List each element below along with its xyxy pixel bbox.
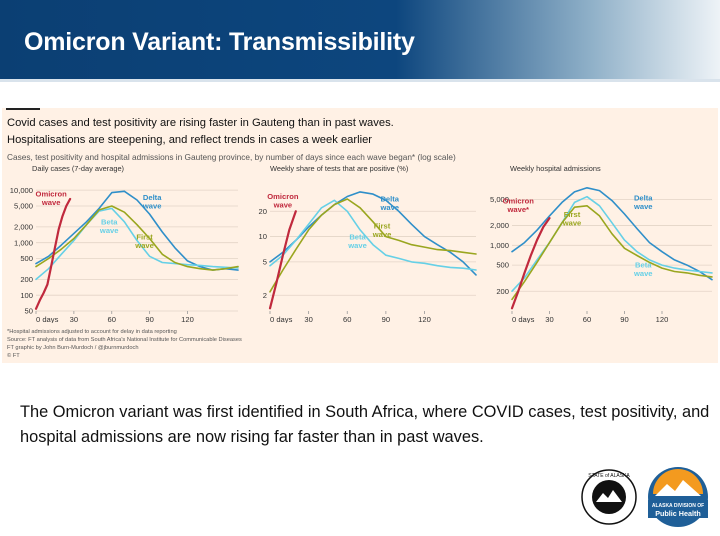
y-tick-label: 2,000	[14, 222, 33, 231]
series-line-omicron-wave	[34, 197, 72, 310]
y-tick-label: 10	[259, 232, 267, 241]
series-label: First wave	[372, 221, 392, 239]
x-tick-label: 90	[382, 315, 390, 323]
x-tick-label: 30	[545, 315, 553, 323]
series-line-first-wave	[35, 205, 239, 271]
x-tick-label: 90	[145, 315, 153, 323]
figure-credit: FT graphic by John Burn-Murdoch / @jburn…	[7, 345, 139, 351]
y-tick-label: 200	[496, 287, 509, 296]
figure-source: Source: FT analysis of data from South A…	[7, 337, 242, 343]
series-line-first-wave	[511, 205, 713, 301]
series-label: First wave	[134, 232, 154, 250]
series-label: Beta wave	[633, 260, 653, 278]
series-label: Delta wave	[379, 195, 399, 213]
figure-headline-2: Hospitalisations are steepening, and ref…	[7, 134, 373, 146]
x-tick-label: 30	[304, 315, 312, 323]
x-tick-label: 60	[108, 315, 116, 323]
y-tick-label: 5	[263, 257, 267, 266]
seal-text: STATE of ALASKA	[588, 473, 630, 479]
series-line-beta-wave	[35, 207, 239, 281]
alaska-public-health-logo: ALASKA DIVISION OF Public Health	[648, 467, 708, 527]
chart-test-positivity: Weekly share of tests that are positive …	[259, 164, 477, 323]
x-tick-label: 120	[656, 315, 669, 323]
x-tick-label: 0 days	[270, 315, 293, 323]
x-tick-label: 120	[181, 315, 194, 323]
figure-copyright: © FT	[7, 353, 20, 359]
series-label: Delta wave	[142, 193, 162, 211]
series-line-beta-wave	[511, 195, 713, 292]
dph-line2: Public Health	[655, 509, 701, 518]
x-tick-label: 60	[343, 315, 351, 323]
series-line-delta-wave	[269, 191, 477, 276]
y-tick-label: 500	[20, 254, 33, 263]
x-tick-label: 120	[418, 315, 431, 323]
series-label: Delta wave	[633, 194, 653, 212]
series-label: Omicron wave	[36, 190, 68, 208]
series-line-omicron-wave	[268, 210, 297, 310]
chart-daily-cases: Daily cases (7-day average) 50 100 200 500 1,…	[10, 164, 239, 323]
y-tick-label: 2,000	[490, 221, 509, 230]
series-line-beta-wave	[269, 199, 477, 271]
dph-line1: ALASKA DIVISION OF	[652, 503, 704, 509]
state-of-alaska-seal: STATE of ALASKA	[581, 469, 637, 525]
series-line-first-wave	[269, 198, 477, 293]
x-tick-label: 0 days	[512, 315, 535, 323]
series-label: Omicron wave	[267, 192, 299, 210]
y-tick-label: 1,000	[14, 238, 33, 247]
chart-hospital-admissions: Weekly hospital admissions 200 500 1,000 2,0…	[490, 164, 713, 323]
y-tick-label: 10,000	[10, 186, 33, 195]
series-line-delta-wave	[511, 187, 713, 281]
series-line-delta-wave	[35, 190, 239, 271]
y-tick-label: 100	[20, 291, 33, 300]
figure-footnote: *Hospital admissions adjusted to account…	[7, 329, 177, 335]
ft-chart-panel: Covid cases and test positivity are risi…	[2, 108, 718, 363]
y-tick-label: 200	[20, 275, 33, 284]
slide-title: Omicron Variant: Transmissibility	[24, 28, 415, 56]
x-tick-label: 90	[620, 315, 628, 323]
chart-title: Weekly hospital admissions	[510, 164, 601, 173]
series-label: Beta wave	[347, 233, 367, 251]
figure-headline-1: Covid cases and test positivity are risi…	[7, 117, 394, 129]
series-line-omicron-wave	[510, 217, 551, 310]
x-tick-label: 60	[583, 315, 591, 323]
figure-subtitle: Cases, test positivity and hospital admi…	[7, 152, 456, 162]
y-tick-label: 500	[496, 261, 509, 270]
ft-accent-bar	[6, 108, 40, 110]
chart-title: Weekly share of tests that are positive …	[270, 164, 408, 173]
series-label: First wave	[562, 210, 582, 228]
x-tick-label: 30	[70, 315, 78, 323]
y-tick-label: 5,000	[14, 202, 33, 211]
y-tick-label: 1,000	[490, 241, 509, 250]
y-tick-label: 50	[25, 307, 33, 316]
slide-header-banner	[0, 0, 720, 79]
series-label: Beta wave	[99, 218, 119, 236]
y-tick-label: 20	[259, 207, 267, 216]
slide-caption: The Omicron variant was first identified…	[20, 403, 710, 446]
y-tick-label: 2	[263, 291, 267, 300]
series-label: Omicron wave*	[503, 197, 535, 215]
header-divider	[0, 79, 720, 82]
x-tick-label: 0 days	[36, 315, 59, 323]
y-tick-label: 5,000	[490, 195, 509, 204]
chart-title: Daily cases (7-day average)	[32, 164, 124, 173]
